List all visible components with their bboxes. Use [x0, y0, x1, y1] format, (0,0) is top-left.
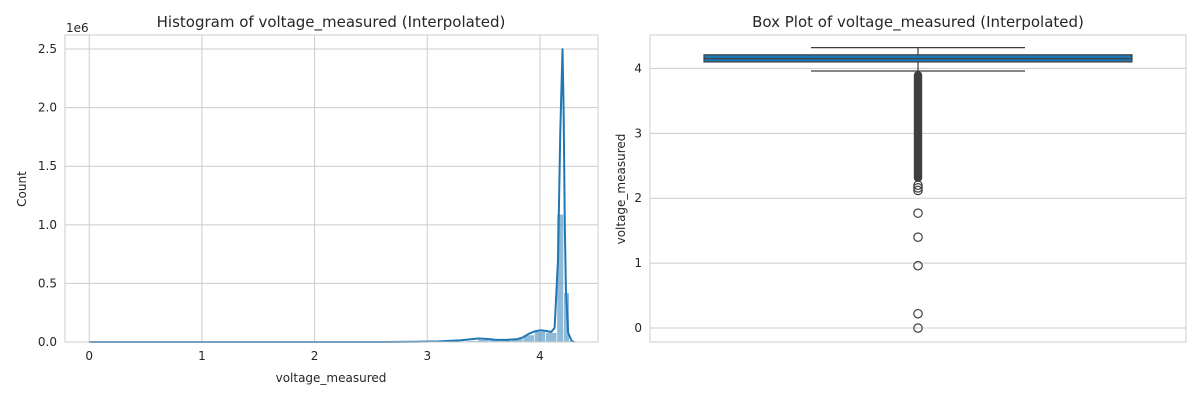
- boxplot-y-tick-label: 0: [634, 321, 642, 335]
- boxplot-outlier-point: [913, 208, 923, 218]
- histogram-x-label: voltage_measured: [276, 371, 387, 385]
- boxplot-outlier-point: [913, 260, 923, 271]
- histogram-y-tick-label: 0.0: [38, 335, 57, 349]
- boxplot-outlier-cluster: [913, 71, 923, 183]
- boxplot-y-label: voltage_measured: [614, 134, 628, 245]
- boxplot-y-tick-label: 1: [634, 256, 642, 270]
- histogram-x-tick-label: 2: [311, 349, 319, 363]
- boxplot-title: Box Plot of voltage_measured (Interpolat…: [752, 13, 1084, 32]
- histogram-bar: [534, 331, 546, 343]
- histogram-plot-area: [64, 34, 599, 343]
- histogram-chart: Histogram of voltage_measured (Interpola…: [15, 13, 599, 385]
- histogram-y-tick-label: 2.0: [38, 101, 57, 115]
- histogram-y-ticks: 0.0 0.5 1.0 1.5 2.0 2.5: [38, 42, 57, 349]
- boxplot-outlier-point: [913, 323, 923, 333]
- histogram-bar: [545, 332, 558, 343]
- histogram-y-tick-label: 2.5: [38, 42, 57, 56]
- boxplot-marks: [703, 47, 1133, 333]
- histogram-y-tick-label: 0.5: [38, 276, 57, 290]
- histogram-x-tick-label: 0: [85, 349, 93, 363]
- boxplot-y-tick-label: 4: [634, 61, 642, 75]
- histogram-y-tick-label: 1.5: [38, 159, 57, 173]
- boxplot-outlier-point: [913, 183, 923, 193]
- boxplot-y-tick-label: 2: [634, 191, 642, 205]
- boxplot-outlier-point: [913, 180, 923, 191]
- boxplot-y-tick-label: 3: [634, 126, 642, 140]
- histogram-bars: [466, 213, 577, 343]
- histogram-kde-line: [89, 48, 575, 343]
- histogram-y-offset-label: 1e6: [66, 21, 89, 35]
- histogram-x-tick-label: 4: [536, 349, 544, 363]
- histogram-x-ticks: 0 1 2 3 4: [85, 349, 543, 363]
- histogram-x-tick-label: 3: [423, 349, 431, 363]
- boxplot-plot-area: [649, 34, 1187, 343]
- histogram-kde-curve: [89, 48, 575, 343]
- histogram-title: Histogram of voltage_measured (Interpola…: [157, 13, 506, 32]
- boxplot-outlier-point: [913, 308, 923, 319]
- boxplot-outlier-point: [913, 185, 923, 196]
- boxplot-outlier-point: [913, 232, 923, 242]
- boxplot-y-ticks: 0 1 2 3 4: [634, 61, 642, 335]
- histogram-gridlines: [65, 35, 598, 343]
- boxplot-chart: Box Plot of voltage_measured (Interpolat…: [614, 13, 1187, 343]
- histogram-x-tick-label: 1: [198, 349, 206, 363]
- histogram-y-label: Count: [15, 171, 29, 207]
- histogram-y-tick-label: 1.0: [38, 218, 57, 232]
